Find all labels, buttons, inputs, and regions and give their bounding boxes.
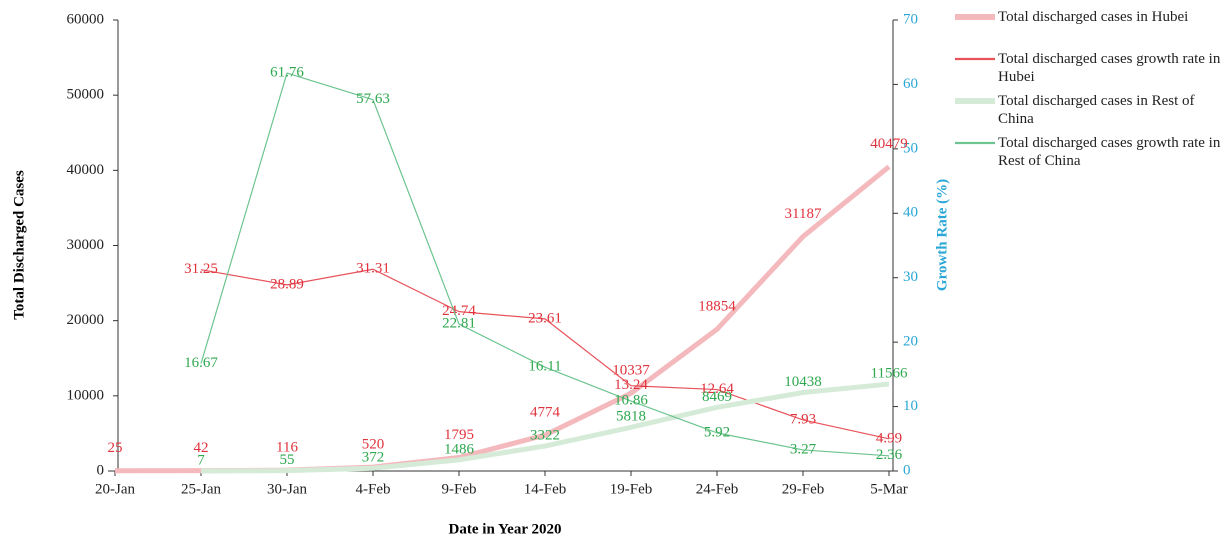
y-tick-label: 60000 xyxy=(67,11,105,27)
y2-tick-label: 30 xyxy=(903,269,918,285)
data-label: 3.27 xyxy=(790,441,817,457)
legend-entry: Total discharged cases in Hubei xyxy=(998,9,1189,25)
y-tick-label: 20000 xyxy=(67,312,105,328)
data-label: 5.92 xyxy=(704,424,730,440)
series-line xyxy=(114,164,891,474)
data-label: 22.81 xyxy=(442,315,476,331)
data-label: 7 xyxy=(197,452,205,468)
data-label: 4774 xyxy=(530,405,561,421)
y-tick-label: 30000 xyxy=(67,237,105,253)
data-label: 42 xyxy=(194,440,209,456)
data-label: 10438 xyxy=(784,374,822,390)
data-label: 5818 xyxy=(616,409,646,425)
data-label: 24.74 xyxy=(442,303,476,319)
data-label: 10337 xyxy=(612,363,650,379)
data-label: 12.64 xyxy=(700,381,734,397)
legend-entry: Total discharged cases growth rate in Hu… xyxy=(998,51,1221,85)
x-tick-label: 30-Jan xyxy=(267,481,307,497)
legend-entry: Total discharged cases growth rate in Re… xyxy=(998,135,1221,169)
series-line xyxy=(200,268,890,440)
data-label: 1486 xyxy=(444,441,475,457)
series-line xyxy=(200,381,890,474)
x-tick-label: 9-Feb xyxy=(442,481,477,497)
y2-tick-label: 40 xyxy=(903,205,918,221)
data-label: 31.31 xyxy=(356,261,390,277)
data-label: 4.99 xyxy=(876,430,902,446)
x-tick-label: 14-Feb xyxy=(524,481,567,497)
data-label: 1795 xyxy=(444,427,474,443)
y2-tick-label: 10 xyxy=(903,398,918,414)
y-tick-label: 50000 xyxy=(67,87,105,103)
data-label: 23.61 xyxy=(528,310,562,326)
x-tick-label: 4-Feb xyxy=(356,481,391,497)
y-axis-label: Total Discharged Cases xyxy=(11,170,27,320)
data-label: 28.89 xyxy=(270,276,304,292)
legend-entry: Total discharged cases in Rest of China xyxy=(998,93,1195,127)
x-tick-label: 24-Feb xyxy=(696,481,739,497)
y2-tick-label: 70 xyxy=(903,11,918,27)
data-label: 31187 xyxy=(785,206,822,222)
data-label: 3322 xyxy=(530,427,560,443)
y2-axis-label: Growth Rate (%) xyxy=(934,179,950,291)
series-line xyxy=(200,72,890,457)
data-label: 16.67 xyxy=(184,355,218,371)
data-label: 7.93 xyxy=(790,411,816,427)
x-tick-label: 19-Feb xyxy=(610,481,653,497)
y2-tick-label: 60 xyxy=(903,76,918,92)
y2-tick-label: 50 xyxy=(903,140,918,156)
data-label: 40479 xyxy=(870,136,908,152)
data-label: 16.11 xyxy=(528,359,561,375)
y-tick-label: 40000 xyxy=(67,162,105,178)
y-tick-label: 10000 xyxy=(67,387,105,403)
x-tick-label: 5-Mar xyxy=(870,481,908,497)
data-label: 520 xyxy=(362,437,385,453)
y2-tick-label: 20 xyxy=(903,334,918,350)
x-tick-label: 25-Jan xyxy=(181,481,221,497)
y2-tick-label: 0 xyxy=(903,462,911,478)
data-label: 11566 xyxy=(871,365,908,381)
data-label: 55 xyxy=(280,452,295,468)
data-label: 2.36 xyxy=(876,447,903,463)
x-tick-label: 29-Feb xyxy=(782,481,825,497)
x-axis-label: Date in Year 2020 xyxy=(449,521,562,537)
data-label: 116 xyxy=(276,440,298,456)
data-label: 8469 xyxy=(702,389,732,405)
data-label: 13.24 xyxy=(614,377,648,393)
data-label: 18854 xyxy=(698,299,736,315)
data-label: 372 xyxy=(362,450,385,466)
data-label: 61.76 xyxy=(270,65,304,81)
data-label: 57.63 xyxy=(356,91,390,107)
data-label: 25 xyxy=(108,440,123,456)
data-label: 31.25 xyxy=(184,261,218,277)
x-tick-label: 20-Jan xyxy=(95,481,135,497)
y-tick-label: 0 xyxy=(97,462,105,478)
data-label: 10.86 xyxy=(614,392,648,408)
